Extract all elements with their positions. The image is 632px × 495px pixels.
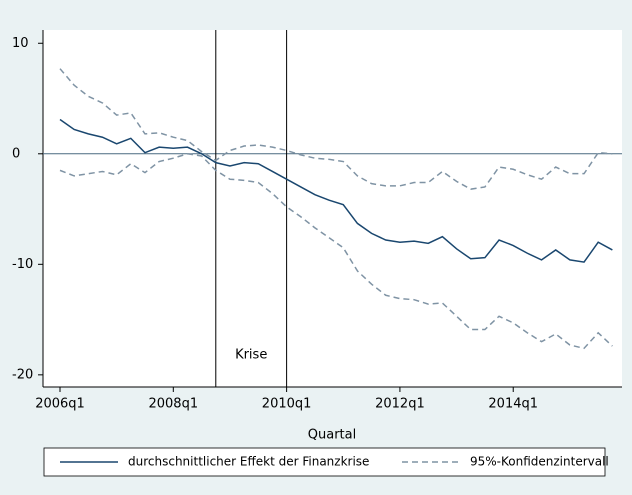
y-tick-label: 10 [12,36,29,51]
legend [43,447,606,477]
x-tick-label: 2014q1 [488,397,538,412]
x-tick-label: 2012q1 [375,397,425,412]
x-tick-label: 2008q1 [148,397,198,412]
y-tick-label: -20 [12,367,33,382]
legend-label: 95%-Konfidenzintervall [470,455,609,469]
annotation: Krise [235,348,267,363]
series-line [59,153,613,350]
legend-label: durchschnittlicher Effekt der Finanzkris… [128,455,369,469]
plot-area [43,30,622,387]
x-tick-label: 2010q1 [262,397,312,412]
y-tick-label: 0 [12,146,20,161]
x-axis-title: Quartal [308,428,356,443]
x-tick-label: 2006q1 [35,397,85,412]
y-tick-label: -10 [12,257,33,272]
series-line [59,118,613,263]
series-line [59,68,613,190]
